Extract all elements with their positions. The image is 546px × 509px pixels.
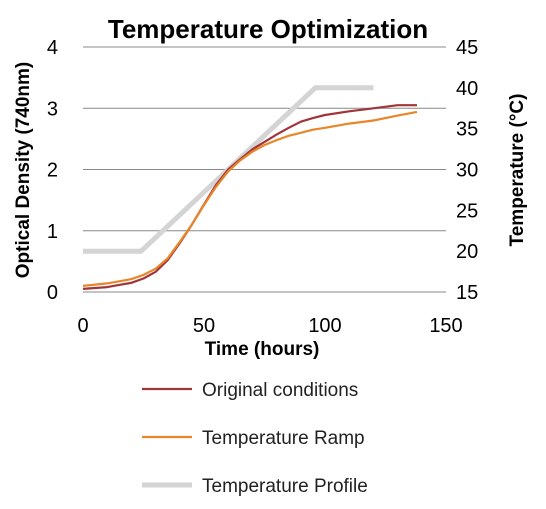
legend-label-temperature-profile: Temperature Profile (202, 476, 368, 497)
y2-tick-label: 20 (456, 241, 478, 263)
x-axis-label: Time (hours) (205, 339, 320, 360)
x-tick-labels: 0 50 100 150 (77, 315, 462, 337)
y-axis-label: Optical Density (740nm) (13, 62, 34, 278)
y2-axis-label: Temperature (°C) (507, 94, 528, 247)
x-tick-label: 100 (308, 315, 341, 337)
y-tick-label: 3 (47, 98, 58, 120)
y2-tick-label: 35 (456, 119, 478, 141)
y2-tick-label: 30 (456, 160, 478, 182)
y-tick-label: 0 (47, 282, 58, 304)
y-tick-labels: 0 1 2 3 4 (47, 37, 58, 304)
y2-tick-labels: 15 20 25 30 35 40 45 (456, 37, 478, 304)
x-tick-label: 50 (193, 315, 215, 337)
x-tick-label: 0 (77, 315, 88, 337)
y2-tick-label: 25 (456, 200, 478, 222)
y-tick-label: 4 (47, 37, 58, 59)
series-line-original-conditions (82, 104, 417, 290)
x-tick-label: 150 (429, 315, 462, 337)
y2-tick-label: 45 (456, 37, 478, 59)
y2-tick-label: 40 (456, 78, 478, 100)
gridlines (83, 46, 446, 232)
series-line-temperature-ramp (82, 110, 418, 287)
legend: Original conditions Temperature Ramp Tempe… (142, 380, 368, 497)
legend-label-temperature-ramp: Temperature Ramp (202, 428, 365, 449)
chart-title: Temperature Optimization (108, 14, 428, 44)
y-tick-label: 1 (47, 221, 58, 243)
y2-tick-label: 15 (456, 282, 478, 304)
series-layer (82, 85, 418, 290)
legend-label-original-conditions: Original conditions (202, 380, 358, 401)
y-tick-label: 2 (47, 160, 58, 182)
